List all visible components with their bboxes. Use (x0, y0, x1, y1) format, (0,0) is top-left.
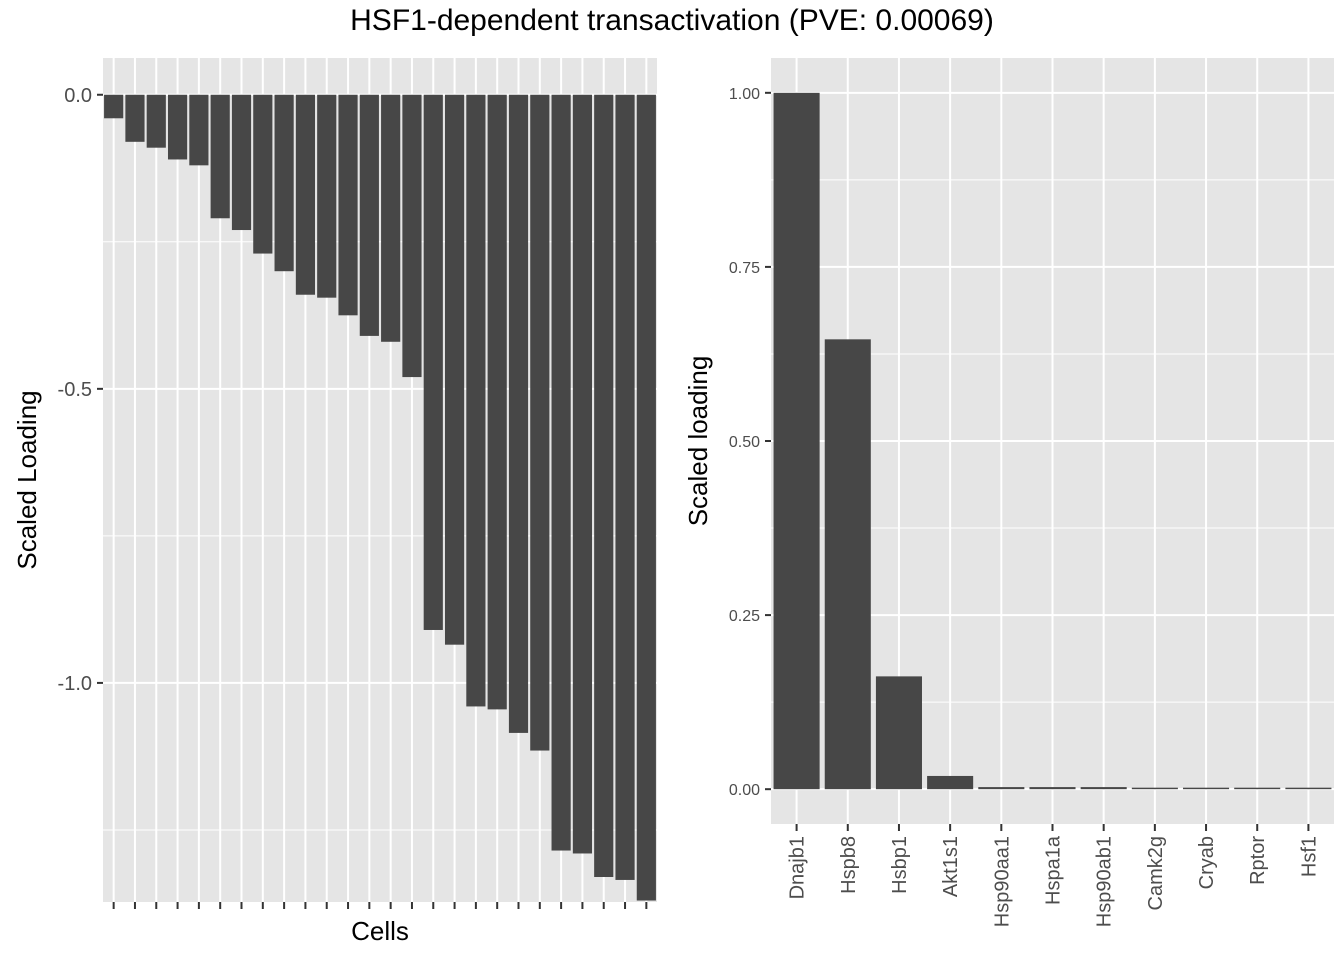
cell-bar (317, 94, 337, 298)
cell-bar (253, 94, 273, 254)
cell-bar (551, 94, 571, 851)
cell-bar (231, 94, 252, 231)
cell-bar (594, 94, 614, 878)
cell-bar (572, 94, 593, 854)
left-y-tick-label: 0.0 (64, 85, 92, 107)
left-axes: 0.0 -0.5 -1.0 (58, 85, 648, 909)
cell-bar (487, 94, 507, 710)
chart-title: HSF1-dependent transactivation (PVE: 0.0… (350, 4, 994, 37)
cell-bar (146, 94, 166, 148)
cell-bar (167, 94, 188, 160)
cell-bar (295, 94, 316, 295)
cell-bar (615, 94, 635, 880)
cell-bar (381, 94, 401, 342)
cell-bar (338, 94, 358, 316)
cell-bar (444, 94, 465, 645)
left-bars (104, 94, 656, 901)
cell-bar (274, 94, 294, 272)
left-y-tick-label: -0.5 (58, 379, 92, 401)
cell-bar (189, 94, 209, 166)
cell-bar (423, 94, 443, 630)
cell-bar (104, 94, 124, 119)
cell-bar (530, 94, 550, 751)
left-y-tick-label: -1.0 (58, 673, 92, 695)
cell-bar (359, 94, 379, 336)
left-x-axis-title: Cells (351, 916, 409, 946)
cell-bar (125, 94, 145, 142)
cell-bar (210, 94, 230, 219)
cell-bar (402, 94, 422, 378)
cell-bar (508, 94, 529, 733)
cell-bar (466, 94, 486, 707)
cell-bar (636, 94, 656, 901)
left-y-axis-title: Scaled Loading (12, 390, 42, 569)
